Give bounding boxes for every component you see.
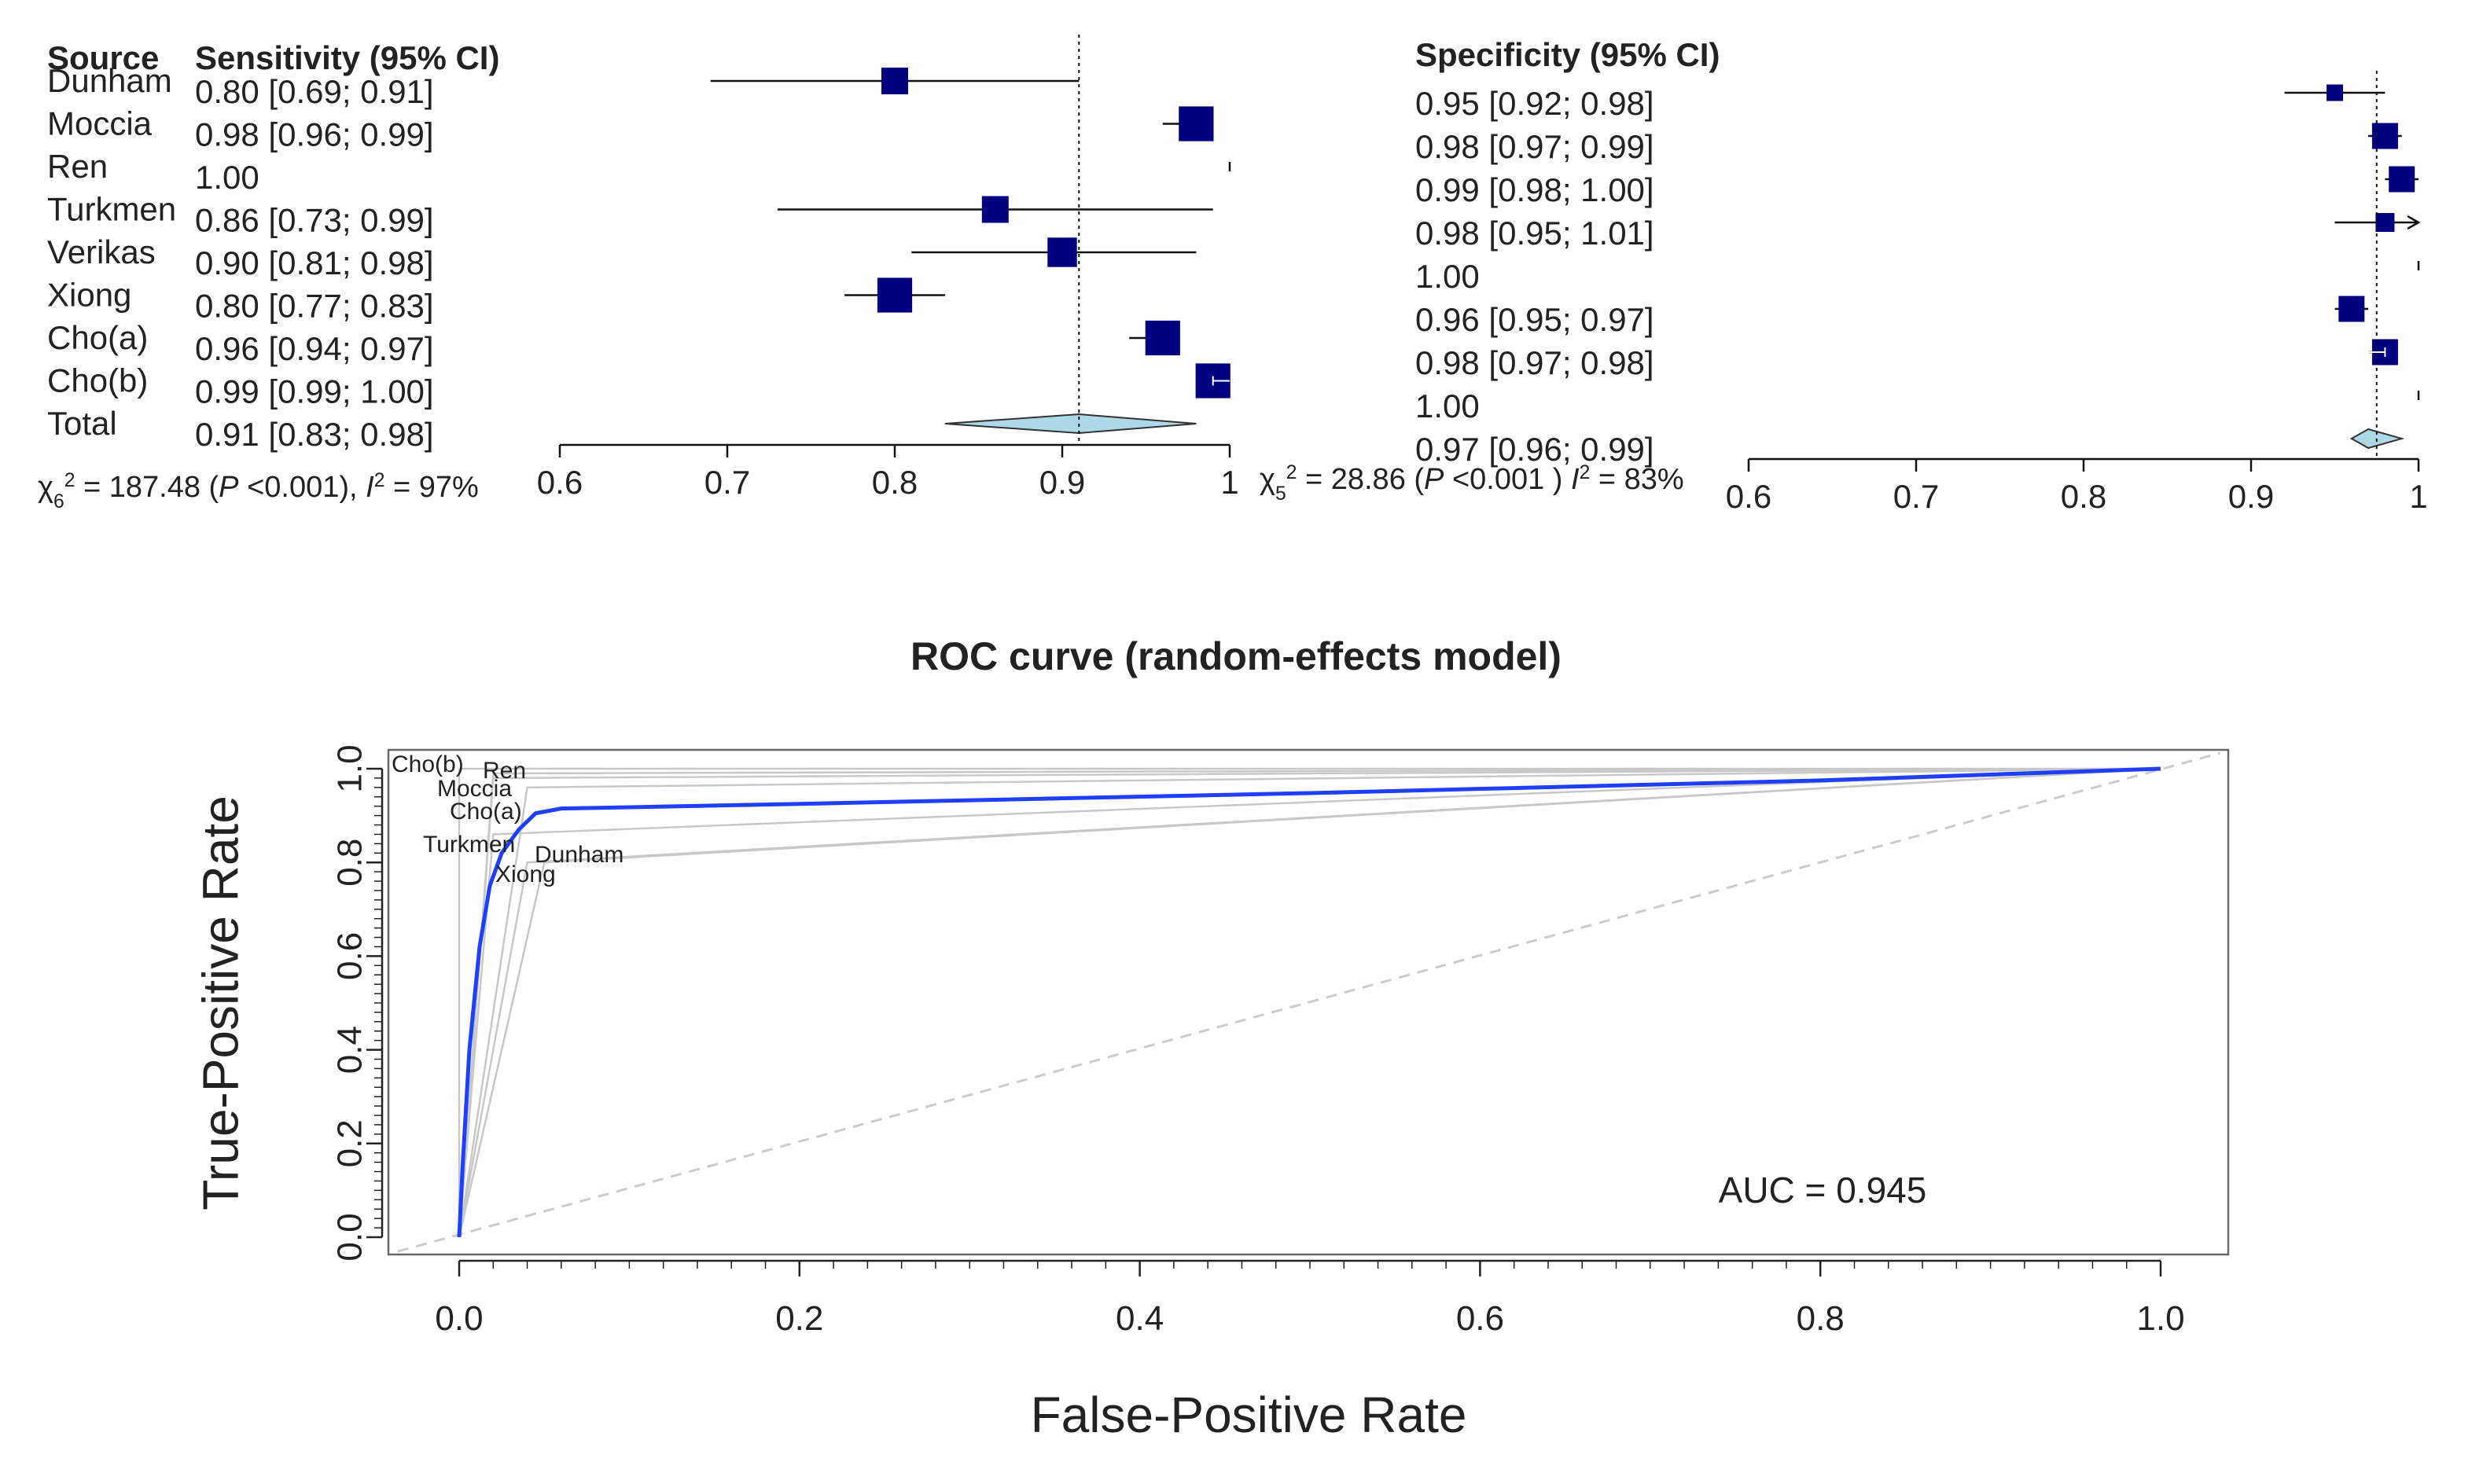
sens-heterogeneity: χ62 = 187.48 (P <0.001), I2 = 97% <box>38 470 479 512</box>
roc-x-tick-label: 0.6 <box>1456 1299 1504 1338</box>
sens-x-tick-label: 0.9 <box>1039 464 1085 501</box>
roc-study-label: Moccia <box>437 776 512 802</box>
spec-point-box <box>2327 84 2343 101</box>
sens-x-tick-label: 0.6 <box>537 464 583 501</box>
spec-study-value: 0.99 [0.98; 1.00] <box>1415 171 1654 208</box>
roc-study-curve <box>458 767 2161 1237</box>
sens-point-box <box>1179 106 1214 141</box>
sens-study-value: 0.80 [0.69; 0.91] <box>195 73 434 110</box>
sens-study-value: 1.00 <box>195 159 259 196</box>
spec-study-value: 0.98 [0.97; 0.99] <box>1415 128 1654 165</box>
sens-x-tick-label: 1 <box>1220 464 1238 501</box>
sens-study-name: Cho(a) <box>47 319 148 356</box>
roc-x-tick-label: 0.0 <box>435 1299 483 1338</box>
sens-total-diamond <box>944 413 1197 435</box>
roc-y-tick-label: 0.2 <box>330 1119 369 1167</box>
roc-y-tick-label: 1.0 <box>330 744 369 792</box>
spec-study-value: 0.98 [0.95; 1.01] <box>1415 215 1654 252</box>
sens-study-name: Moccia <box>47 105 153 142</box>
roc-study-label: Cho(a) <box>450 799 522 825</box>
sens-point-box <box>1047 237 1077 267</box>
spec-point-box <box>2338 296 2365 322</box>
roc-y-tick-label: 0.0 <box>330 1213 369 1261</box>
spec-x-tick-label: 1 <box>2409 478 2427 515</box>
spec-x-tick-label: 0.6 <box>1726 478 1771 515</box>
roc-x-tick-label: 0.2 <box>775 1299 823 1338</box>
sens-point-box <box>1145 320 1180 356</box>
spec-point-box <box>2389 166 2415 193</box>
sens-header-stat: Sensitivity (95% CI) <box>195 39 499 76</box>
sens-study-value: 0.80 [0.77; 0.83] <box>195 288 434 325</box>
sens-study-name: Dunham <box>47 62 172 99</box>
roc-study-label: Xiong <box>495 861 556 887</box>
roc-chance-line <box>397 751 2221 1253</box>
roc-study-curve <box>458 767 2161 1238</box>
roc-study-label: Turkmen <box>423 832 515 858</box>
sens-header-source: Source <box>47 39 159 76</box>
roc-study-label: Dunham <box>535 842 624 868</box>
sens-total-value: 0.91 [0.83; 0.98] <box>195 416 434 453</box>
sens-study-value: 0.99 [0.99; 1.00] <box>195 373 434 410</box>
sens-study-name: Turkmen <box>47 191 176 228</box>
spec-study-value: 1.00 <box>1415 388 1480 424</box>
sens-study-value: 0.90 [0.81; 0.98] <box>195 244 434 281</box>
roc-y-tick-label: 0.4 <box>330 1026 369 1074</box>
spec-study-value: 1.00 <box>1415 258 1480 295</box>
roc-x-tick-label: 0.8 <box>1797 1299 1845 1338</box>
spec-heterogeneity: χ52 = 28.86 (P <0.001 ) I2 = 83% <box>1260 462 1684 505</box>
sens-point-box <box>877 277 913 313</box>
sens-study-value: 0.86 [0.73; 0.99] <box>195 202 434 239</box>
roc-x-tick-label: 1.0 <box>2136 1299 2184 1338</box>
roc-study-curve <box>458 767 2161 1238</box>
roc-study-curve <box>458 767 2161 1238</box>
sens-study-name: Verikas <box>47 233 156 270</box>
spec-study-value: 0.95 [0.92; 0.98] <box>1415 85 1654 122</box>
spec-point-box <box>2375 213 2395 232</box>
spec-header-stat: Specificity (95% CI) <box>1415 36 1720 73</box>
roc-study-label: Cho(b) <box>392 751 464 777</box>
sens-study-name: Xiong <box>47 277 131 314</box>
sens-study-name: Ren <box>47 148 108 185</box>
spec-total-value: 0.97 [0.96; 0.99] <box>1415 431 1654 468</box>
roc-study-curve <box>458 767 2161 1238</box>
roc-x-label: False-Positive Rate <box>1031 1387 1467 1443</box>
roc-y-tick-label: 0.8 <box>330 839 369 887</box>
sens-study-value: 0.98 [0.96; 0.99] <box>195 116 434 153</box>
sens-x-tick-label: 0.8 <box>872 464 918 501</box>
sens-point-box <box>981 196 1009 223</box>
roc-x-tick-label: 0.4 <box>1116 1299 1164 1338</box>
roc-study-label: Ren <box>483 758 526 784</box>
spec-ci-arrow <box>2407 215 2421 230</box>
roc-auc-annotation: AUC = 0.945 <box>1719 1170 1927 1210</box>
roc-title: ROC curve (random-effects model) <box>910 634 1562 678</box>
spec-x-tick-label: 0.8 <box>2061 478 2106 515</box>
roc-y-label: True-Positive Rate <box>192 795 248 1210</box>
spec-x-tick-label: 0.7 <box>1893 478 1939 515</box>
sens-study-value: 0.96 [0.94; 0.97] <box>195 330 434 367</box>
sens-x-tick-label: 0.7 <box>704 464 750 501</box>
roc-y-tick-label: 0.6 <box>330 932 369 980</box>
spec-study-value: 0.96 [0.95; 0.97] <box>1415 301 1654 338</box>
sens-study-name: Cho(b) <box>47 362 148 399</box>
spec-x-tick-label: 0.9 <box>2228 478 2274 515</box>
roc-summary-curve <box>457 766 2161 1238</box>
sens-point-box <box>881 68 908 94</box>
spec-study-value: 0.98 [0.97; 0.98] <box>1415 344 1654 381</box>
sens-total-name: Total <box>47 405 117 442</box>
roc-plot-frame <box>387 748 2230 1256</box>
